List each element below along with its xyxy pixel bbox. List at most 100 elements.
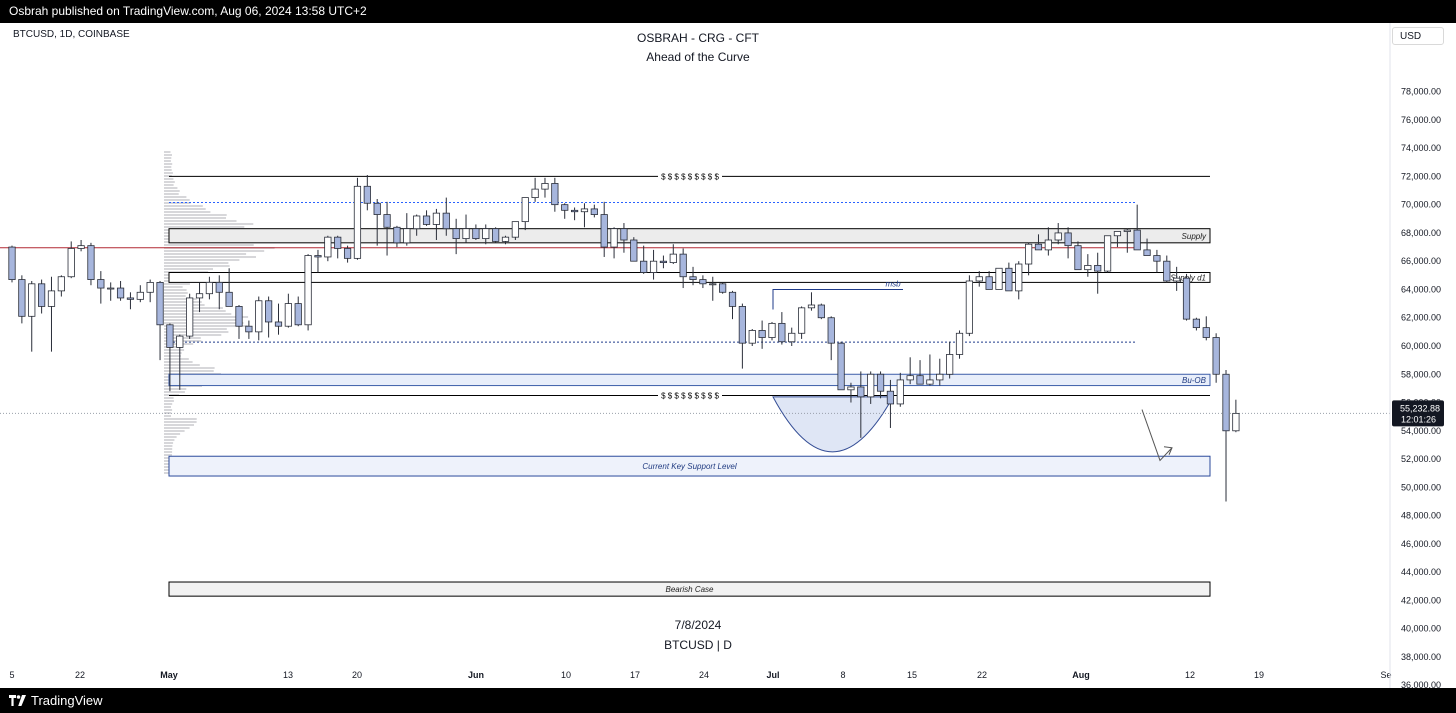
candle-body — [1074, 245, 1082, 271]
candle-body — [659, 260, 668, 264]
candle-body — [1182, 277, 1191, 320]
candle-body — [521, 197, 529, 223]
y-tick-label: 52,000.00 — [1401, 454, 1441, 464]
y-tick-label: 70,000.00 — [1401, 200, 1441, 210]
profile-bar — [164, 166, 172, 168]
candle-body — [452, 228, 460, 239]
candle-body — [235, 306, 243, 327]
bottom-symbol: BTCUSD | D — [664, 638, 732, 652]
y-tick-label: 42,000.00 — [1401, 595, 1441, 605]
profile-bar — [164, 409, 173, 411]
annotation-msb-line — [772, 288, 903, 310]
profile-bar — [164, 253, 247, 255]
candle-body — [1232, 412, 1240, 432]
profile-bar — [164, 292, 188, 294]
level-label-bottom-liquidity: $ $ $ $ $ $ $ $ $ — [661, 391, 719, 400]
x-tick-label: 24 — [699, 670, 709, 680]
chart-title: OSBRAH - CRG - CFT — [637, 31, 760, 45]
candle-body — [876, 373, 885, 392]
candle-body — [570, 209, 579, 213]
candle-body — [353, 185, 362, 259]
profile-bar — [164, 190, 180, 192]
profile-bar — [164, 211, 211, 213]
candle-body — [492, 228, 500, 242]
candle-body — [817, 304, 825, 319]
candle-body — [709, 283, 717, 286]
profile-bar — [164, 196, 187, 198]
candle-body — [1202, 327, 1210, 338]
candle-body — [679, 253, 687, 278]
profile-bar — [164, 298, 197, 300]
candle-body — [1222, 373, 1230, 432]
candle-body — [551, 183, 559, 206]
bottom-date: 7/8/2024 — [675, 618, 722, 632]
candle-body — [689, 276, 697, 280]
candle-body — [748, 330, 756, 344]
candle-body — [837, 342, 845, 391]
y-tick-label: 64,000.00 — [1401, 284, 1441, 294]
candle-body — [965, 280, 973, 334]
profile-bar — [164, 205, 203, 207]
candle-body — [205, 281, 213, 295]
profile-bar — [164, 427, 190, 429]
profile-bar — [164, 364, 200, 366]
x-tick-label: 22 — [75, 670, 85, 680]
profile-bar — [164, 217, 226, 219]
profile-bar — [164, 433, 181, 435]
zone-label-supply: Supply — [1182, 232, 1207, 241]
candle-body — [867, 373, 875, 398]
candle-body — [383, 214, 391, 228]
candle-body — [886, 390, 895, 405]
candle-body — [985, 276, 993, 290]
candle-body — [946, 354, 954, 375]
candle-body — [314, 255, 322, 258]
candle-body — [255, 300, 263, 333]
profile-bar — [164, 325, 248, 327]
candle-body — [18, 279, 26, 317]
profile-bar — [164, 367, 215, 369]
currency-selector[interactable]: USD — [1392, 27, 1444, 45]
profile-bar — [164, 436, 177, 438]
candle-body — [324, 236, 332, 258]
candle-body — [482, 228, 490, 239]
candle-body — [1015, 263, 1023, 292]
candle-body — [798, 307, 806, 334]
candle-body — [126, 297, 135, 300]
profile-bar — [164, 313, 232, 315]
annotations-layer: msb — [772, 279, 1173, 462]
zone-bearish-case — [168, 581, 1211, 597]
candle-body — [926, 379, 934, 385]
profile-bar — [164, 289, 187, 291]
profile-bar — [164, 415, 171, 417]
profile-bar — [164, 352, 182, 354]
candle-body — [334, 236, 342, 249]
candle-body — [215, 281, 223, 293]
y-tick-label: 50,000.00 — [1401, 482, 1441, 492]
candle-body — [827, 317, 835, 344]
profile-bar — [164, 430, 185, 432]
candle-body — [699, 279, 707, 285]
projection-arrowhead — [1163, 446, 1173, 455]
x-tick-label: May — [160, 670, 178, 680]
candle-body — [422, 215, 431, 225]
profile-bar — [164, 154, 172, 156]
candle-body — [511, 221, 519, 238]
profile-bar — [164, 358, 189, 360]
y-tick-label: 78,000.00 — [1401, 87, 1441, 97]
candle-body — [393, 226, 401, 244]
y-tick-label: 40,000.00 — [1401, 624, 1441, 634]
candle-body — [1133, 229, 1141, 251]
profile-bar — [164, 400, 174, 402]
profile-bar — [164, 244, 254, 246]
profile-bar — [164, 304, 205, 306]
profile-bar — [164, 331, 229, 333]
y-tick-label: 66,000.00 — [1401, 256, 1441, 266]
zone-label-bu-ob: Bu-OB — [1182, 376, 1207, 385]
candle-body — [77, 245, 85, 249]
x-tick-label: 5 — [9, 670, 14, 680]
price-label-countdown: 12:01:26 — [1401, 414, 1436, 424]
profile-bar — [164, 424, 194, 426]
profile-bar — [164, 151, 171, 153]
candle-body — [1103, 235, 1112, 272]
